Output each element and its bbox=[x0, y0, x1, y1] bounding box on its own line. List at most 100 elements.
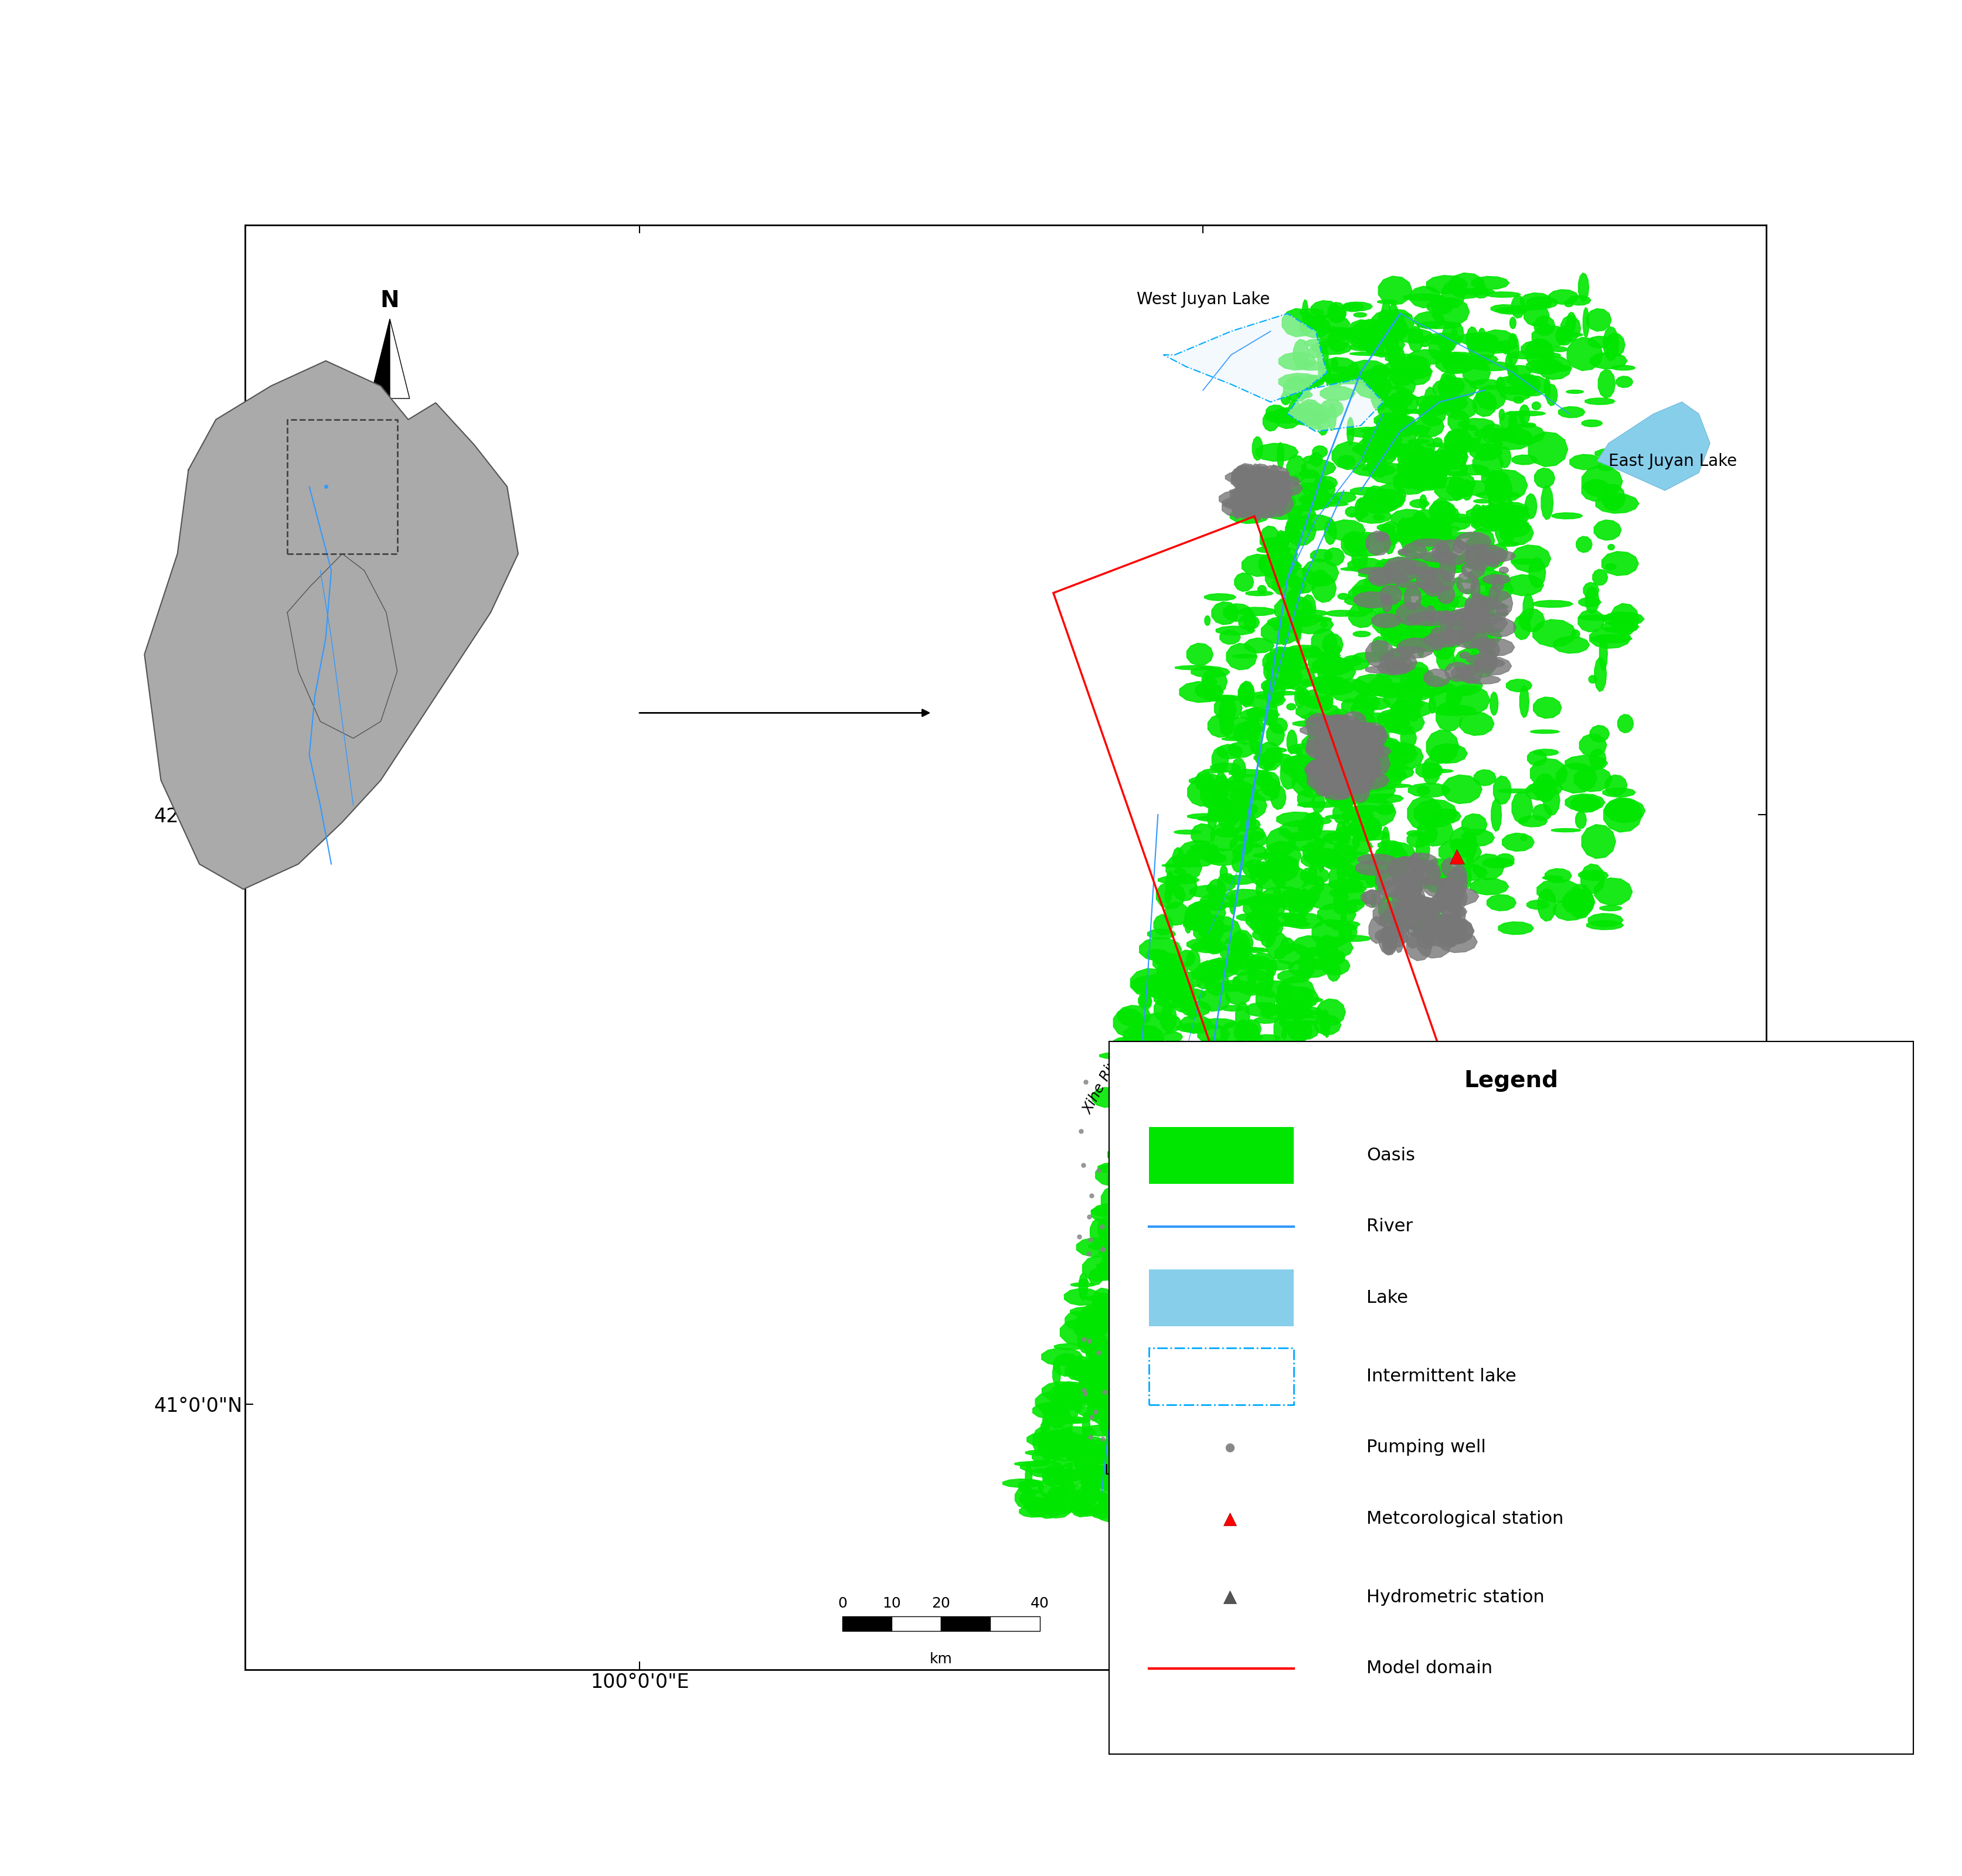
Polygon shape bbox=[1289, 1021, 1318, 1039]
Polygon shape bbox=[1362, 458, 1383, 463]
Polygon shape bbox=[1334, 758, 1366, 775]
Polygon shape bbox=[1352, 694, 1379, 713]
Polygon shape bbox=[1523, 304, 1548, 326]
Polygon shape bbox=[1577, 615, 1619, 621]
Polygon shape bbox=[1438, 353, 1477, 364]
Polygon shape bbox=[1491, 799, 1501, 831]
Polygon shape bbox=[1524, 493, 1536, 520]
Point bbox=[1109, 1212, 1140, 1242]
Polygon shape bbox=[1203, 925, 1220, 944]
Polygon shape bbox=[1222, 1122, 1240, 1150]
Polygon shape bbox=[1313, 675, 1344, 687]
Polygon shape bbox=[1385, 750, 1411, 754]
Polygon shape bbox=[1162, 953, 1169, 966]
Polygon shape bbox=[1283, 1004, 1311, 1007]
Polygon shape bbox=[1364, 737, 1399, 749]
Polygon shape bbox=[1124, 1278, 1163, 1304]
Polygon shape bbox=[1432, 469, 1446, 488]
Polygon shape bbox=[1454, 925, 1464, 934]
Polygon shape bbox=[1324, 1013, 1330, 1037]
Polygon shape bbox=[1162, 1126, 1199, 1137]
Polygon shape bbox=[1132, 1037, 1140, 1066]
Polygon shape bbox=[1477, 328, 1485, 347]
Polygon shape bbox=[1605, 803, 1617, 816]
Polygon shape bbox=[1287, 754, 1317, 769]
Polygon shape bbox=[1256, 1094, 1297, 1118]
Polygon shape bbox=[1350, 353, 1393, 356]
Polygon shape bbox=[1211, 824, 1238, 852]
Polygon shape bbox=[1156, 1073, 1199, 1096]
Polygon shape bbox=[1354, 749, 1389, 779]
Point bbox=[1109, 1289, 1140, 1319]
Polygon shape bbox=[1324, 953, 1338, 964]
Polygon shape bbox=[1409, 349, 1446, 364]
Polygon shape bbox=[1293, 1103, 1305, 1112]
Polygon shape bbox=[1442, 775, 1481, 803]
Polygon shape bbox=[1258, 475, 1301, 490]
Point bbox=[1158, 1413, 1189, 1443]
Polygon shape bbox=[1348, 874, 1381, 887]
Polygon shape bbox=[1216, 1218, 1240, 1223]
Polygon shape bbox=[1205, 902, 1242, 908]
Point bbox=[1160, 1274, 1191, 1304]
Polygon shape bbox=[1407, 923, 1436, 930]
Polygon shape bbox=[1267, 465, 1279, 492]
Polygon shape bbox=[1097, 1396, 1114, 1424]
Polygon shape bbox=[1134, 1142, 1167, 1172]
Polygon shape bbox=[1097, 1339, 1116, 1358]
Polygon shape bbox=[1140, 1201, 1173, 1208]
Polygon shape bbox=[1260, 1092, 1299, 1103]
Polygon shape bbox=[1303, 839, 1340, 865]
Polygon shape bbox=[1422, 929, 1466, 947]
Polygon shape bbox=[1018, 1505, 1050, 1518]
Polygon shape bbox=[1177, 1090, 1211, 1118]
Polygon shape bbox=[1460, 653, 1470, 658]
Polygon shape bbox=[1426, 553, 1464, 570]
Polygon shape bbox=[1466, 632, 1479, 649]
Polygon shape bbox=[1442, 857, 1460, 876]
Polygon shape bbox=[1214, 780, 1258, 805]
Polygon shape bbox=[1403, 904, 1434, 912]
Polygon shape bbox=[1583, 582, 1599, 598]
Polygon shape bbox=[1377, 651, 1385, 660]
Polygon shape bbox=[1220, 1233, 1228, 1259]
Polygon shape bbox=[1464, 559, 1497, 567]
Polygon shape bbox=[1464, 589, 1473, 595]
Polygon shape bbox=[1252, 493, 1264, 522]
Polygon shape bbox=[1472, 287, 1489, 298]
Polygon shape bbox=[1297, 825, 1317, 833]
Polygon shape bbox=[1391, 915, 1413, 925]
Polygon shape bbox=[1085, 1296, 1116, 1300]
Polygon shape bbox=[1371, 724, 1415, 732]
Polygon shape bbox=[1114, 1257, 1150, 1283]
Polygon shape bbox=[1519, 608, 1544, 632]
Polygon shape bbox=[1065, 1446, 1073, 1473]
Polygon shape bbox=[1440, 582, 1464, 600]
Polygon shape bbox=[1499, 409, 1505, 420]
Polygon shape bbox=[1303, 780, 1344, 792]
Polygon shape bbox=[1020, 1490, 1048, 1506]
Polygon shape bbox=[1083, 1313, 1109, 1338]
Polygon shape bbox=[1411, 852, 1420, 880]
Polygon shape bbox=[1218, 702, 1224, 730]
Polygon shape bbox=[1222, 737, 1252, 741]
Polygon shape bbox=[1173, 1221, 1189, 1238]
Polygon shape bbox=[1317, 934, 1338, 964]
Polygon shape bbox=[1114, 1176, 1158, 1182]
Polygon shape bbox=[1350, 769, 1379, 779]
Polygon shape bbox=[1326, 814, 1360, 820]
Polygon shape bbox=[1124, 1345, 1156, 1354]
Polygon shape bbox=[1116, 1428, 1136, 1448]
Polygon shape bbox=[1462, 814, 1487, 835]
Polygon shape bbox=[1146, 972, 1187, 1000]
Polygon shape bbox=[1364, 743, 1373, 749]
Polygon shape bbox=[1442, 552, 1452, 570]
Polygon shape bbox=[1120, 1231, 1134, 1259]
Polygon shape bbox=[1291, 1103, 1303, 1107]
Polygon shape bbox=[1163, 1060, 1193, 1075]
Polygon shape bbox=[1521, 293, 1552, 310]
Polygon shape bbox=[1305, 786, 1311, 790]
Polygon shape bbox=[1405, 580, 1448, 587]
Polygon shape bbox=[1222, 1105, 1256, 1126]
Polygon shape bbox=[1079, 1405, 1118, 1418]
